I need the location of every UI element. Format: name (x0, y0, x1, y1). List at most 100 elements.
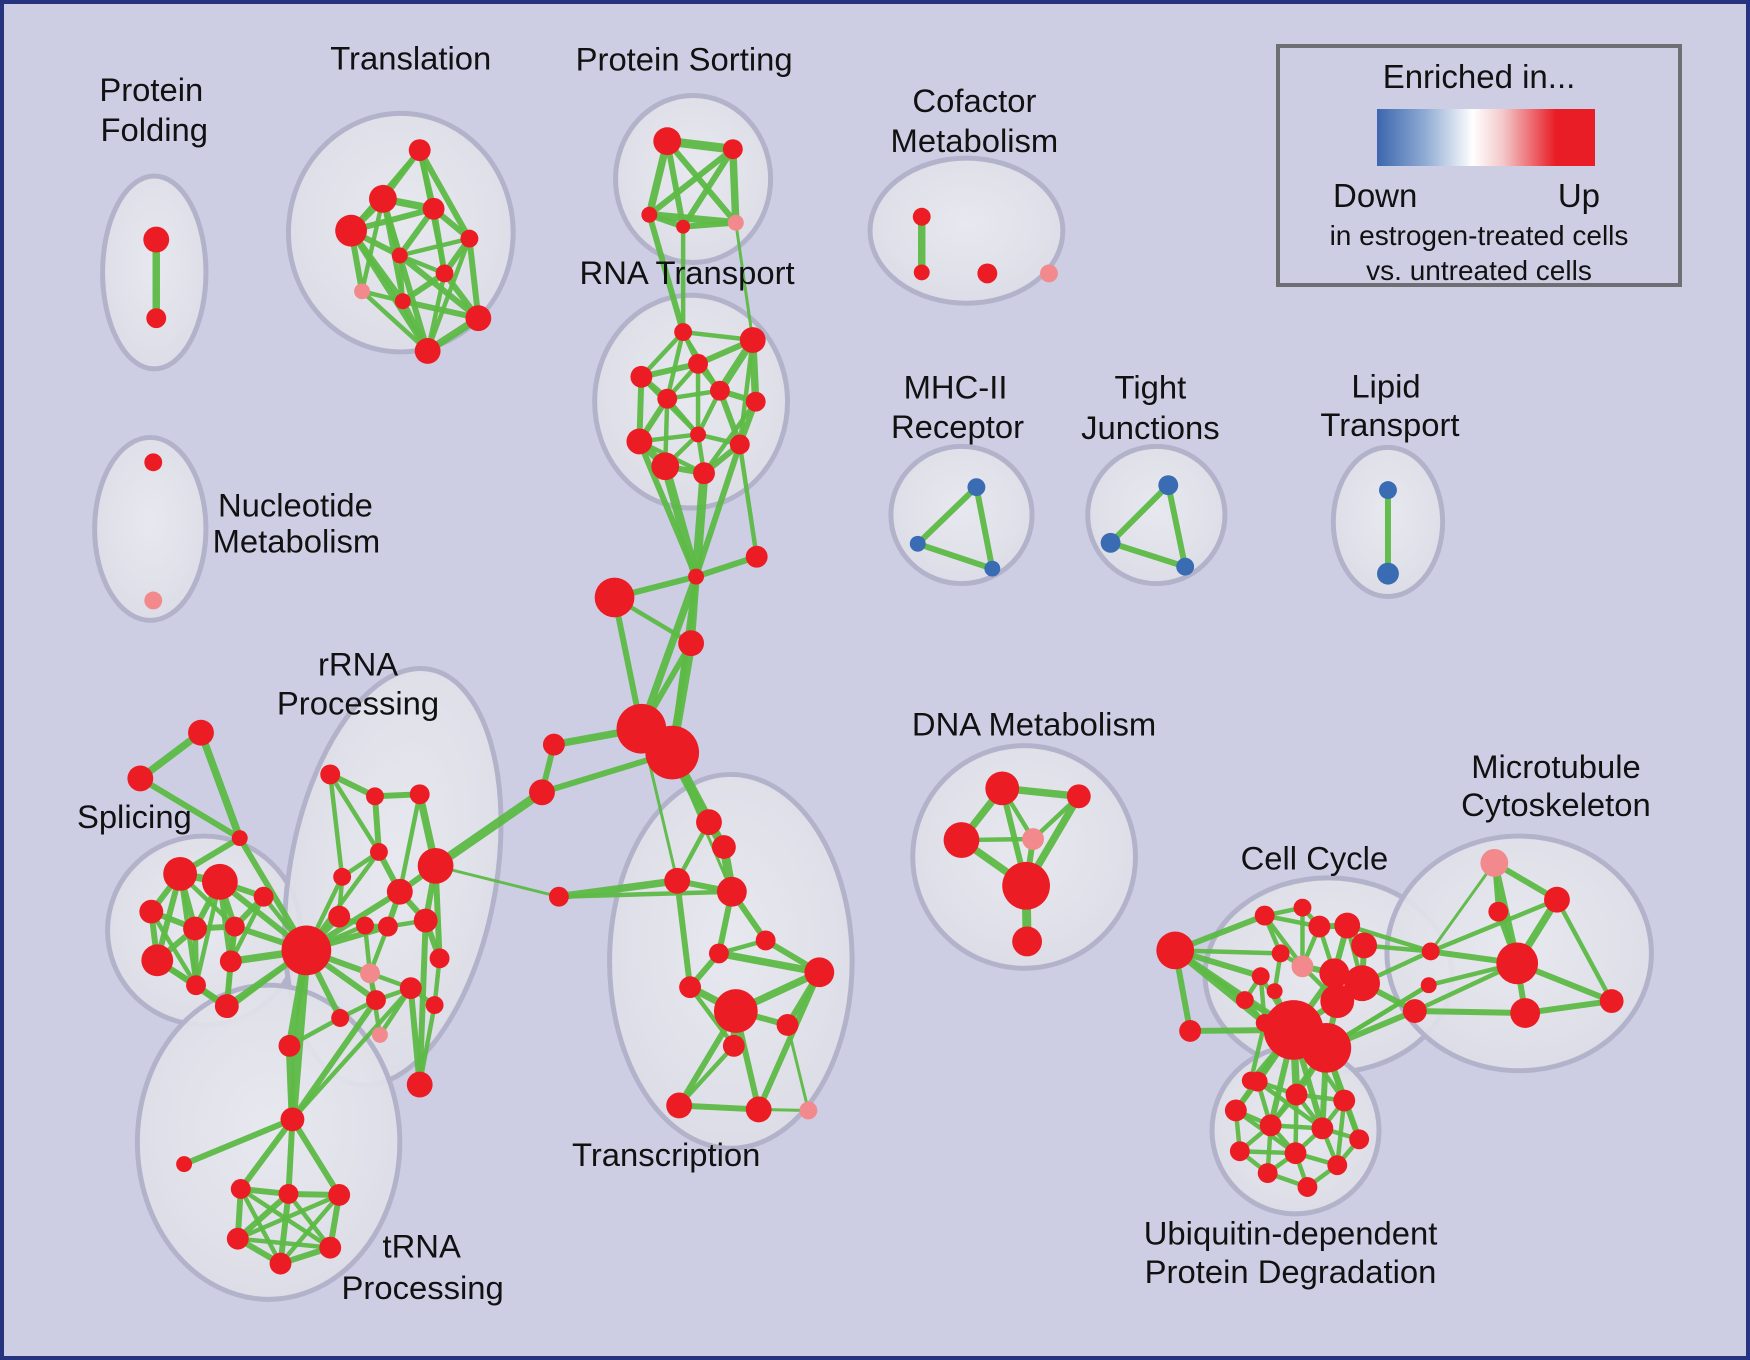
node (729, 434, 750, 455)
edge (737, 442, 759, 559)
cluster-label: Translation (330, 39, 491, 76)
cluster-label: Receptor (891, 408, 1024, 445)
node (1259, 1114, 1282, 1137)
edge (416, 147, 473, 242)
edge (431, 787, 547, 871)
node (1311, 1117, 1334, 1140)
edge (674, 877, 694, 991)
edge (646, 146, 736, 218)
edge (1165, 482, 1189, 570)
edge (701, 399, 758, 476)
cluster-ellipse-transcription (607, 771, 855, 1151)
node (328, 905, 351, 928)
node (1158, 475, 1179, 496)
node (713, 989, 758, 1033)
node (1229, 1141, 1250, 1162)
node (1066, 784, 1091, 809)
node (641, 206, 658, 223)
edge (1554, 897, 1614, 1004)
edge (359, 196, 386, 294)
node (230, 1179, 251, 1199)
node (722, 1034, 745, 1057)
edge (691, 468, 709, 582)
cluster-label: Metabolism (891, 122, 1059, 159)
node (409, 784, 430, 805)
node (1156, 931, 1195, 970)
cluster-label: Metabolism (213, 522, 381, 559)
node (716, 876, 747, 907)
node (465, 305, 492, 332)
edge (181, 1116, 296, 1168)
cluster-ellipse-trna-processing (134, 982, 403, 1302)
node (1496, 942, 1539, 985)
node (755, 930, 776, 951)
node (354, 283, 370, 300)
edge (646, 211, 687, 336)
node (676, 219, 691, 234)
edge (277, 1190, 292, 1267)
node (186, 975, 206, 996)
node (657, 388, 678, 409)
edge (1344, 923, 1433, 954)
node (146, 308, 167, 329)
edge (637, 572, 700, 733)
node (1320, 984, 1355, 1018)
node (1002, 861, 1050, 910)
cluster-label: Ubiquitin-dependent (1144, 1214, 1438, 1251)
node (1293, 898, 1312, 917)
node (320, 764, 341, 785)
edge (327, 772, 345, 880)
edge (786, 1023, 810, 1112)
edge (755, 969, 823, 1113)
node (394, 293, 411, 310)
node (1285, 1083, 1308, 1106)
edge (407, 985, 423, 1088)
node (278, 1184, 299, 1204)
node (201, 863, 238, 900)
node (1544, 886, 1570, 913)
edge (235, 1192, 342, 1241)
node (1334, 912, 1361, 939)
node (594, 577, 635, 618)
node (1040, 264, 1058, 283)
node (693, 462, 715, 485)
legend-up-label: Up (1557, 177, 1600, 214)
cluster-label: Splicing (77, 798, 192, 835)
node (183, 916, 207, 941)
node (977, 263, 998, 284)
node (745, 545, 768, 568)
cluster-label: Microtubule (1471, 748, 1641, 785)
edge (287, 945, 311, 1124)
node (1224, 1099, 1247, 1122)
edge (238, 1186, 283, 1266)
node (231, 830, 248, 847)
node (679, 976, 702, 999)
cluster-label: Processing (342, 1269, 504, 1306)
edge (285, 1116, 296, 1197)
node (377, 916, 398, 937)
edge (237, 1116, 296, 1192)
node (804, 957, 835, 988)
node (391, 247, 408, 264)
cluster-ellipse-nucleotide-metabolism (92, 434, 209, 623)
edge (466, 235, 482, 322)
node (722, 139, 743, 160)
node (711, 835, 736, 859)
node (688, 568, 705, 585)
node (653, 127, 682, 156)
edge (676, 1043, 737, 1108)
node (335, 214, 368, 247)
cluster-label: RNA Transport (580, 254, 795, 291)
node (1351, 932, 1378, 959)
node (253, 886, 274, 907)
edge (914, 540, 996, 572)
node (417, 848, 454, 884)
node (690, 426, 706, 443)
node (226, 1227, 249, 1250)
node (366, 787, 384, 806)
node (727, 214, 744, 231)
node (269, 1252, 292, 1275)
node (1308, 915, 1331, 938)
edge (664, 138, 687, 230)
legend-line1: in estrogen-treated cells (1329, 220, 1629, 251)
